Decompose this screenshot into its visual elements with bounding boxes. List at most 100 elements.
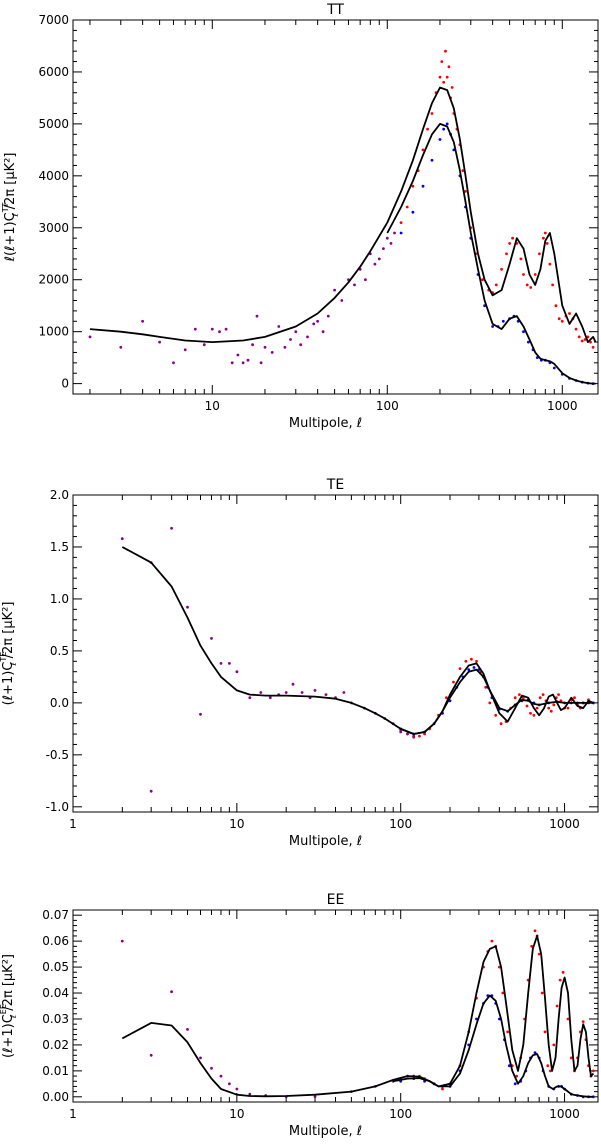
tt-data-point	[529, 286, 533, 289]
tt-data-point	[321, 330, 325, 334]
tt-data-point	[88, 335, 92, 339]
ee-data-point	[540, 991, 544, 995]
te-data-point	[210, 637, 213, 640]
tt-data-point	[263, 345, 267, 349]
ee-data-point	[235, 1087, 239, 1091]
ee-data-point	[543, 1030, 547, 1034]
tt-data-point	[491, 325, 494, 328]
tt-data-point	[289, 338, 292, 341]
te-data-point	[547, 706, 551, 710]
te-data-point	[535, 706, 539, 710]
ee-data-point	[561, 970, 565, 974]
te-data-point	[458, 667, 462, 670]
te-y-label-sup: TE	[0, 652, 8, 663]
tt-data-point	[551, 283, 554, 287]
tt-data	[88, 49, 597, 385]
tt-data-point	[560, 319, 564, 323]
tt-data-point	[364, 278, 367, 282]
tt-data-point	[385, 236, 389, 240]
tt-data-point	[440, 60, 444, 63]
tt-y-axis-label: ℓ(ℓ+1)CTTℓ/2π [μK²]	[1, 153, 20, 263]
tt-data-point	[533, 273, 537, 276]
te-title: TE	[326, 477, 344, 493]
ee-x-axis-label: Multipole, ℓ	[289, 1124, 362, 1139]
te-data-point	[532, 713, 536, 717]
te-data-point	[423, 732, 426, 736]
te-data-point	[499, 722, 503, 726]
tt-data-point	[450, 86, 454, 89]
te-x-axis-label: Multipole, ℓ	[289, 834, 362, 849]
tt-data-point	[326, 314, 330, 318]
te-data-point	[488, 701, 492, 705]
ee-data-point	[581, 1020, 585, 1023]
tt-data-point	[552, 366, 556, 370]
ee-y-axis-label: (ℓ+1)CEEℓ/2π [μK²]	[0, 954, 18, 1058]
ee-y-tick-label: 0.05	[42, 960, 69, 974]
te-data-point	[313, 689, 317, 692]
tt-data-point	[543, 231, 547, 235]
ee-data-point	[558, 978, 562, 982]
te-data-point	[484, 685, 488, 689]
tt-data-point	[548, 262, 552, 266]
ee-data-point	[313, 1095, 317, 1099]
tt-data-point	[421, 148, 425, 152]
tt-data-point	[210, 327, 214, 331]
te-data-point	[552, 703, 556, 707]
ee-data-point	[515, 1074, 518, 1078]
ee-data-point	[149, 1053, 153, 1057]
tt-data-point	[283, 345, 287, 349]
tt-data-point	[481, 278, 484, 282]
ee-data	[120, 929, 595, 1099]
te-data-point	[494, 713, 498, 717]
te-y-tick-label: 2.0	[50, 488, 69, 502]
tt-x-tick-label: 100	[376, 399, 399, 413]
te-data-point	[475, 659, 478, 663]
te-model-curve	[400, 668, 594, 735]
te-panel: TE 1 10 100 1000 -1.0 -0.5 0.0 0.5 1.0 1.5 2.0 Multi…	[0, 477, 599, 849]
ee-panel: EE 1 10 100 1000 0.00 0.01 0.02 0.03 0.04 0.05 0.06…	[0, 892, 599, 1139]
tt-data-point	[312, 322, 316, 326]
tt-y-tick-label: 2000	[38, 273, 69, 287]
ee-plot-frame	[72, 909, 599, 1103]
ee-y-label-sub: ℓ	[9, 1015, 18, 1019]
tt-data-point	[505, 252, 508, 256]
te-data-point	[472, 666, 476, 669]
tt-y-tick-label: 3000	[38, 221, 69, 235]
ee-data-point	[552, 1043, 556, 1047]
te-y-tick-label: 0.5	[50, 644, 69, 658]
tt-data-point	[411, 210, 415, 214]
ee-data-point	[186, 1028, 189, 1031]
tt-data-point	[501, 319, 505, 323]
te-data-point	[268, 696, 272, 700]
ee-y-tick-label: 0.06	[42, 934, 69, 948]
te-data-point	[149, 789, 153, 793]
tt-data-point	[316, 319, 319, 323]
tt-data-point	[527, 340, 530, 344]
tt-data-point	[438, 138, 442, 141]
ee-data-point	[566, 1017, 570, 1021]
ee-data-point	[592, 1069, 595, 1073]
tt-data-point	[353, 283, 356, 287]
tt-x-tick-label: 10	[205, 399, 220, 413]
tt-data-point	[426, 127, 429, 131]
tt-data-point	[447, 65, 451, 69]
tt-data-point	[438, 75, 442, 79]
tt-data-point	[373, 262, 377, 266]
te-data	[120, 526, 595, 793]
tt-data-point	[377, 257, 381, 261]
te-y-label-sub: ℓ	[9, 662, 18, 666]
te-data-point	[186, 605, 189, 609]
ee-y-tick-label: 0.00	[42, 1090, 69, 1104]
tt-data-point	[183, 348, 187, 352]
ee-y-tick-label: 0.03	[42, 1012, 69, 1026]
te-data-point	[525, 704, 529, 708]
te-model-curve	[121, 546, 594, 735]
tt-y-label-sub: ℓ	[11, 213, 20, 217]
tt-data-point	[333, 288, 336, 292]
tt-y-label-sup: TT	[1, 203, 10, 214]
tt-data-point	[382, 247, 385, 251]
te-data-point	[199, 712, 202, 716]
tt-data-point	[500, 267, 503, 271]
te-data-point	[470, 657, 473, 661]
